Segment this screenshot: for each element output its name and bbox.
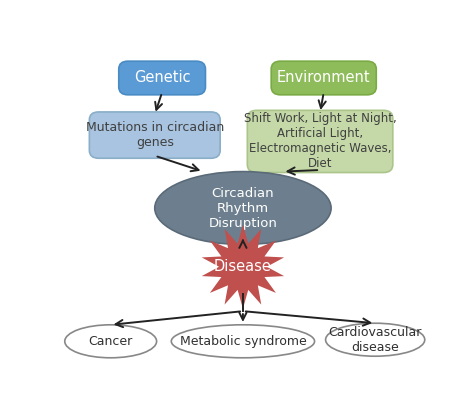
Ellipse shape — [155, 171, 331, 245]
FancyBboxPatch shape — [247, 110, 393, 173]
Polygon shape — [202, 225, 284, 309]
Text: Disease: Disease — [214, 259, 272, 274]
FancyBboxPatch shape — [90, 112, 220, 158]
Text: Mutations in circadian
genes: Mutations in circadian genes — [86, 121, 224, 149]
Text: Cardiovascular
disease: Cardiovascular disease — [328, 326, 422, 354]
Text: Genetic: Genetic — [134, 70, 191, 86]
Text: Shift Work, Light at Night,
Artificial Light,
Electromagnetic Waves,
Diet: Shift Work, Light at Night, Artificial L… — [244, 112, 396, 171]
Text: Circadian
Rhythm
Disruption: Circadian Rhythm Disruption — [209, 187, 277, 229]
FancyBboxPatch shape — [271, 61, 376, 95]
Text: Cancer: Cancer — [89, 335, 133, 348]
Text: Metabolic syndrome: Metabolic syndrome — [180, 335, 306, 348]
FancyBboxPatch shape — [119, 61, 205, 95]
Ellipse shape — [171, 325, 315, 358]
Ellipse shape — [65, 325, 156, 358]
Text: Environment: Environment — [277, 70, 371, 86]
Ellipse shape — [326, 323, 425, 356]
